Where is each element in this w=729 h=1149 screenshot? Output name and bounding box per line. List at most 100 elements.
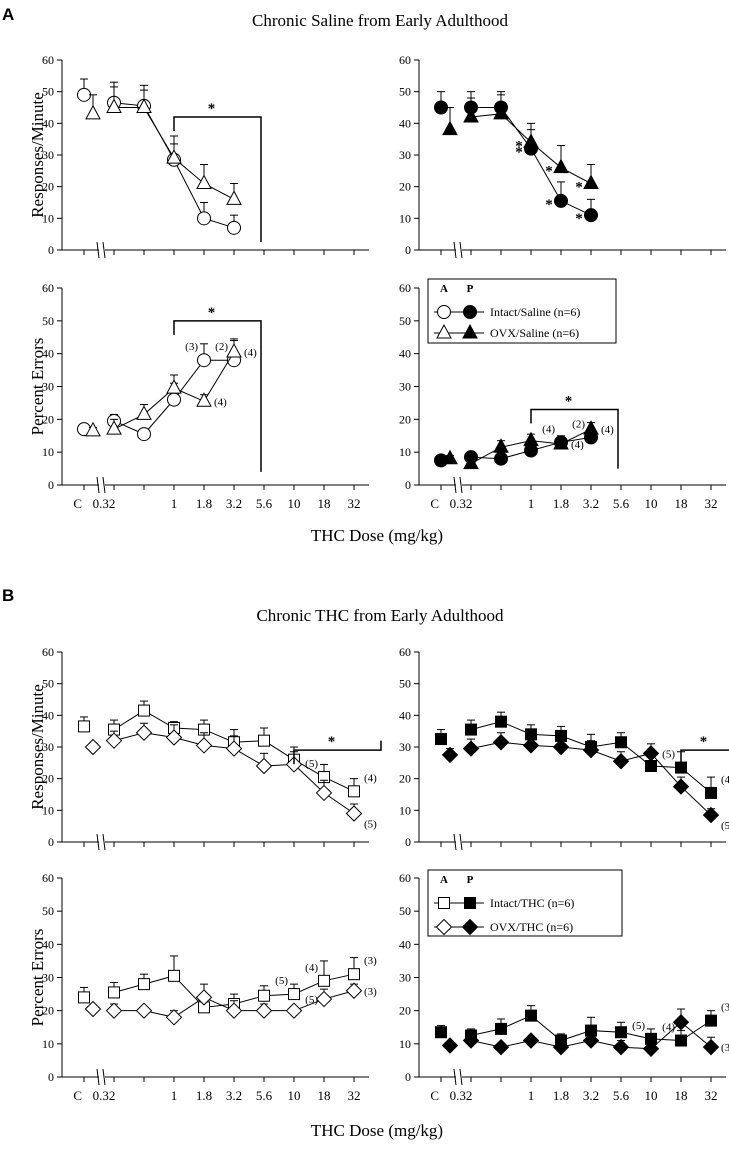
x-tick-label: 1.8 [196,496,212,511]
n-annotation: (3) [721,1002,729,1014]
n-annotation: (4) [214,396,227,408]
data-point [255,757,273,775]
data-point [195,737,213,754]
legend-marker [464,897,476,909]
y-tick-label: 50 [399,904,411,918]
x-tick-label: 1 [171,496,178,511]
data-point [523,431,539,447]
data-point [442,449,458,465]
data-point [226,190,242,205]
y-tick-label: 60 [399,871,411,885]
y-tick-label: 40 [42,708,54,722]
legend-marker [463,305,477,319]
x-tick-label: 10 [288,496,301,511]
x-axis-title: THC Dose (mg/kg) [311,526,443,545]
y-tick-label: 20 [399,1004,411,1018]
x-tick-label: 0.32 [450,1088,473,1103]
n-annotation: (4) [542,423,555,435]
y-tick-label: 10 [399,803,411,817]
x-tick-label: 3.2 [583,496,599,511]
data-point [137,427,151,442]
y-tick-label: 40 [399,708,411,722]
y-tick-label: 30 [42,971,54,985]
y-tick-label: 60 [42,645,54,659]
significance-bracket [530,408,619,469]
x-tick-label: 0.32 [93,496,116,511]
series-triangle-open [85,81,242,205]
significance-star: * [208,305,216,321]
x-tick-label: 1.8 [196,1088,212,1103]
data-point [553,434,569,450]
axis-break-mark [453,241,457,259]
data-point [493,104,509,120]
n-annotation: (5) [364,819,377,831]
significance-bracket [173,116,262,243]
significance-star: * [515,145,523,161]
data-point [434,100,448,115]
y-tick-label: 20 [42,1004,54,1018]
n-annotation: (4) [571,439,584,451]
significance-star: * [565,393,573,409]
data-point [462,740,480,757]
data-point [318,974,330,987]
data-point [554,193,568,208]
x-tick-label: 32 [348,496,361,511]
data-point [225,1002,243,1019]
x-tick-label: C [73,1088,82,1103]
axis-break-mark [459,476,463,494]
x-tick-label: 18 [675,496,688,511]
y-axis-title: Responses/Minute [28,92,47,218]
data-point [583,174,599,189]
data-point [227,220,241,235]
n-annotation: (5) [632,1020,645,1032]
legend-head-performance: P [467,283,474,295]
x-tick-label: 32 [348,1088,361,1103]
section-letter: A [2,5,14,24]
data-point [642,745,660,762]
data-point [315,784,333,802]
series-circle-filled: * * * [434,91,598,227]
x-tick-label: 18 [318,1088,331,1103]
y-tick-label: 10 [399,445,411,459]
y-tick-label: 60 [42,281,54,295]
data-point [197,211,211,226]
legend: A P Intact/Saline (n=6) OVX/Saline (n=6) [427,278,617,344]
x-tick-label: 5.6 [256,1088,273,1103]
data-point [197,353,211,368]
n-annotation: (4) [364,772,377,784]
significance-star: * [700,734,708,750]
legend-marker [462,323,478,339]
y-tick-label: 30 [42,740,54,754]
x-tick-label: 10 [645,496,658,511]
data-point [135,1002,153,1019]
data-point [136,98,152,113]
series-triangle-filled: (4) (4) [442,420,614,470]
significance-star: * [575,180,583,196]
axis-break-mark [102,1068,106,1086]
n-annotation: (5) [721,820,729,832]
y-tick-label: 20 [399,412,411,426]
n-annotation: (3) [364,986,377,998]
data-point [195,989,213,1006]
y-tick-label: 50 [399,85,411,99]
x-axis-title: THC Dose (mg/kg) [311,1121,443,1140]
y-tick-label: 30 [42,148,54,162]
data-point [315,990,333,1008]
y-tick-label: 60 [399,281,411,295]
significance-star: * [545,197,553,213]
data-point [196,392,212,407]
axis-break-mark [459,1068,463,1086]
data-point [345,805,363,822]
series-triangle-filled: *** [442,94,599,196]
x-tick-label: C [430,496,439,511]
n-annotation: (3) [364,955,377,967]
y-tick-label: 50 [42,677,54,691]
significance-star: * [575,211,583,227]
y-tick-label: 40 [399,937,411,951]
x-tick-label: 32 [705,1088,718,1103]
axis-break-mark [96,241,100,259]
legend: A P Intact/THC (n=6) OVX/THC (n=6) [427,869,623,937]
y-tick-label: 30 [399,740,411,754]
n-annotation: (5) [662,749,675,761]
data-point [285,756,303,773]
